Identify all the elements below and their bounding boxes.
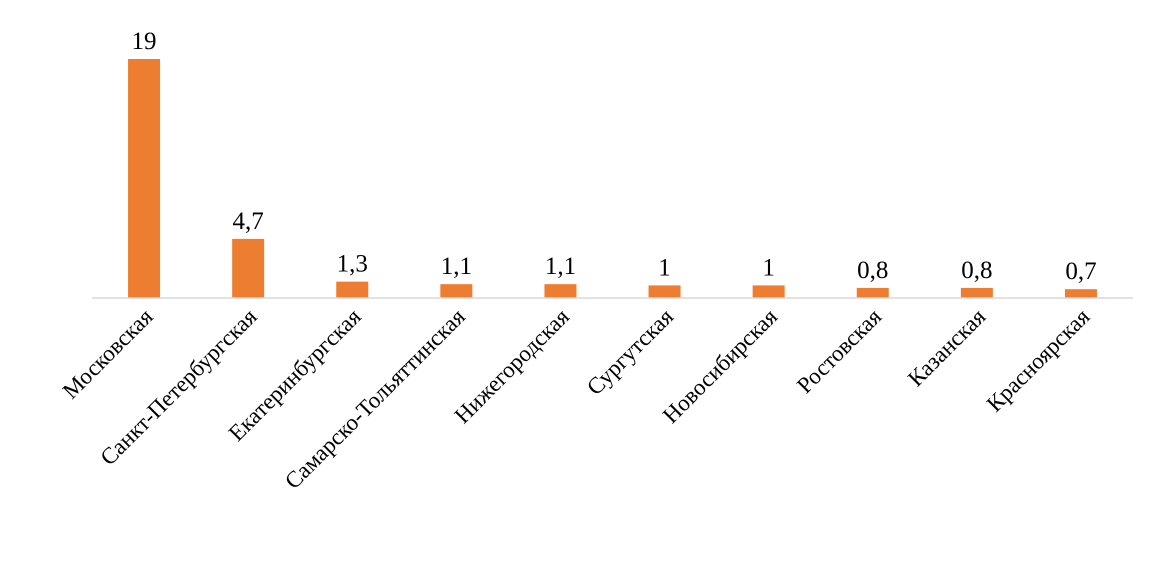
bar-6	[648, 285, 681, 298]
data-label-4: 1,1	[441, 253, 472, 280]
x-tick-label-1: Московская	[58, 304, 158, 404]
data-label-9: 0,8	[961, 257, 992, 284]
x-tick-label-8: Ростовская	[792, 304, 887, 399]
data-label-5: 1,1	[545, 253, 576, 280]
data-label-2: 4,7	[233, 208, 264, 235]
data-label-3: 1,3	[337, 251, 368, 278]
x-tick-label-6: Сургутская	[582, 304, 678, 400]
x-tick-label-10: Красноярская	[982, 304, 1095, 417]
bar-8	[856, 287, 889, 298]
data-label-1: 19	[132, 28, 157, 55]
bar-9	[960, 287, 993, 298]
bar-10	[1064, 289, 1097, 298]
bar-4	[440, 284, 473, 298]
bar-1	[128, 59, 161, 298]
bar-5	[544, 284, 577, 298]
x-tick-label-4: Самарско-Тольяттинская	[280, 304, 470, 494]
data-label-6: 1	[658, 254, 671, 281]
data-label-10: 0,7	[1065, 258, 1096, 285]
data-label-8: 0,8	[857, 257, 888, 284]
x-tick-label-9: Казанская	[903, 304, 991, 392]
bar-7	[752, 285, 785, 298]
bars-group	[128, 59, 1097, 298]
data-labels-group: 19 4,7 1,3 1,1 1,1 1 1 0,8 0,8 0,7	[132, 28, 1097, 285]
data-label-7: 1	[762, 254, 775, 281]
x-tick-labels-group: МосковскаяСанкт-ПетербургскаяЕкатеринбур…	[58, 304, 1095, 494]
bar-2	[232, 238, 265, 298]
bar-3	[336, 281, 369, 298]
